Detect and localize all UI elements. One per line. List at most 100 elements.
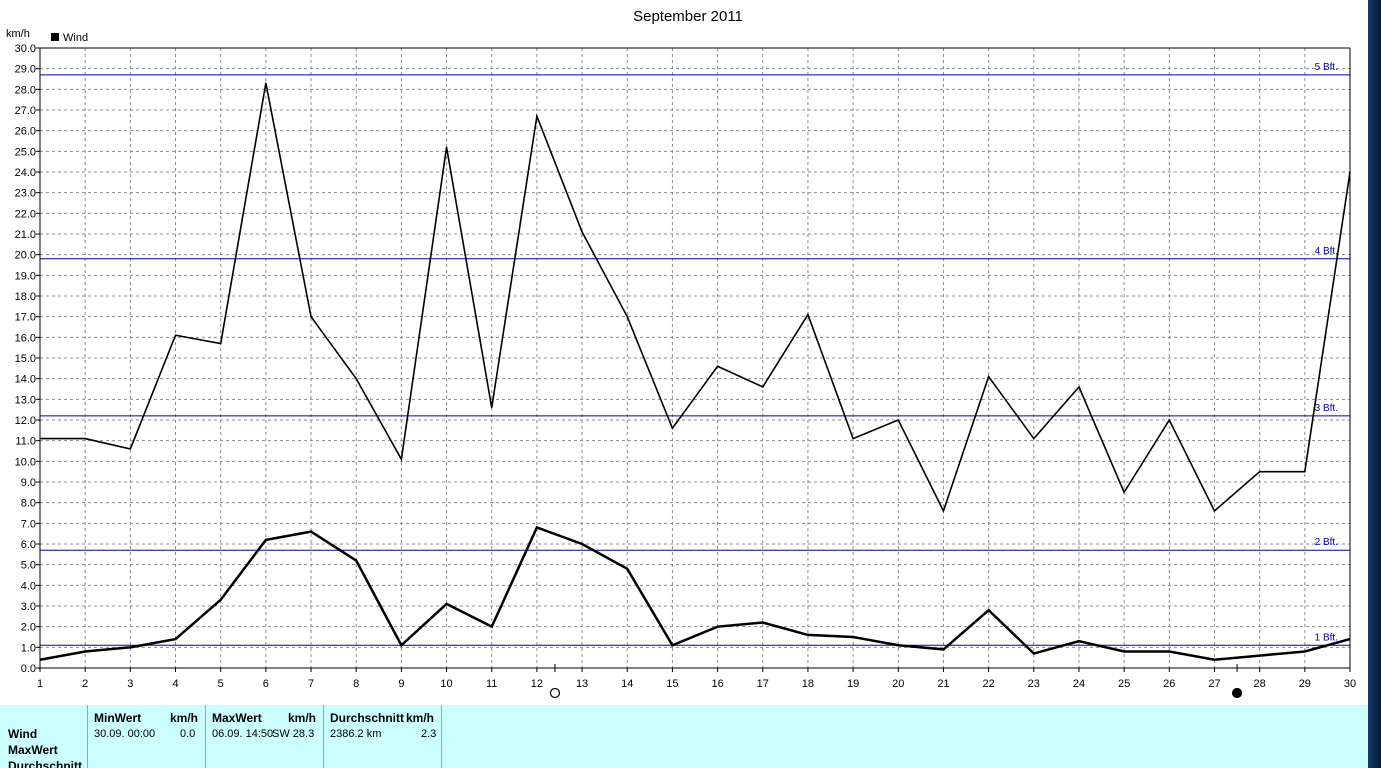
min-datetime: 30.09. 00:00 — [94, 728, 156, 740]
min-header: MinWert — [94, 711, 142, 725]
x-tick-label: 6 — [263, 678, 269, 690]
data-point-max — [1078, 386, 1080, 388]
y-tick-label: 9.0 — [21, 477, 36, 489]
plot-area: 0.01.02.03.04.05.06.07.08.09.010.011.012… — [15, 43, 1356, 699]
y-tick-label: 18.0 — [15, 291, 36, 303]
new-moon-icon — [1231, 687, 1243, 699]
max-datetime: 06.09. 14:50 — [212, 728, 274, 740]
data-point-average — [897, 644, 899, 646]
data-point-average — [1078, 640, 1080, 642]
y-tick-label: 8.0 — [21, 498, 36, 510]
x-tick-label: 27 — [1208, 678, 1220, 690]
data-point-max — [581, 231, 583, 233]
data-point-average — [988, 609, 990, 611]
data-point-average — [1168, 650, 1170, 653]
row-label-maxwert: MaxWert — [8, 743, 58, 757]
data-point-average — [626, 568, 628, 570]
data-point-average — [129, 646, 131, 648]
data-point-average — [1304, 650, 1306, 653]
data-point-average — [445, 603, 448, 605]
data-point-max — [129, 448, 131, 450]
x-tick-label: 17 — [757, 678, 769, 690]
window-edge — [1368, 0, 1381, 768]
data-point-max — [1213, 510, 1216, 512]
y-tick-label: 24.0 — [15, 167, 36, 179]
beaufort-label: 2 Bft. — [1315, 537, 1338, 548]
x-tick-label: 9 — [398, 678, 404, 690]
x-tick-label: 1 — [37, 678, 43, 690]
data-point-average — [581, 543, 583, 545]
min-value: 0.0 — [180, 728, 196, 740]
max-value: SW 28.3 — [272, 728, 315, 740]
beaufort-label: 1 Bft. — [1315, 632, 1338, 643]
x-tick-label: 24 — [1073, 678, 1085, 690]
data-point-average — [400, 644, 402, 646]
x-tick-label: 4 — [172, 678, 178, 690]
data-point-max — [852, 438, 854, 440]
legend-label-wind: Wind — [63, 32, 88, 44]
x-tick-label: 14 — [621, 678, 633, 690]
data-point-average — [355, 559, 357, 562]
chart-svg: September 2011 km/h Wind 0.0 1.0 2.0 3.0 4.0… — [6, 8, 1356, 699]
y-tick-label: 3.0 — [21, 601, 36, 613]
avg-distance: 2386.2 km — [330, 728, 382, 740]
y-tick-label: 7.0 — [21, 518, 36, 530]
data-point-max — [1259, 471, 1261, 473]
x-tick-label: 10 — [440, 678, 452, 690]
x-tick-label: 20 — [892, 678, 904, 690]
data-point-max — [536, 115, 538, 117]
data-point-average — [1123, 650, 1125, 653]
column-separator — [205, 705, 206, 768]
data-point-max — [1123, 491, 1125, 493]
y-tick-label: 1.0 — [21, 642, 36, 654]
y-tick-label: 14.0 — [15, 374, 36, 386]
x-tick-label: 12 — [531, 678, 543, 690]
y-tick-label: 15.0 — [15, 353, 36, 365]
y-tick-label: 20.0 — [15, 250, 36, 262]
data-point-max — [310, 316, 312, 318]
x-tick-label: 18 — [802, 678, 814, 690]
legend-swatch — [51, 33, 59, 41]
data-point-max — [1033, 438, 1035, 440]
wind-chart: September 2011 km/h Wind 0.0 1.0 2.0 3.0 4.0… — [6, 8, 1356, 699]
y-tick-label: 21.0 — [15, 229, 36, 241]
y-tick-label: 11.0 — [15, 436, 36, 448]
x-tick-label: 16 — [711, 678, 723, 690]
data-point-max — [174, 334, 177, 336]
y-tick-label: 23.0 — [15, 188, 36, 200]
y-tick-label: 4.0 — [21, 580, 36, 592]
data-point-max — [626, 316, 628, 318]
data-point-average — [1033, 652, 1035, 655]
data-point-max — [491, 407, 493, 409]
max-unit: km/h — [288, 711, 317, 725]
data-point-max — [716, 365, 719, 367]
series-line-average — [39, 525, 1351, 661]
data-point-max — [445, 146, 448, 148]
data-point-average — [671, 644, 674, 646]
y-axis-unit-label: km/h — [6, 28, 30, 40]
data-point-max — [39, 438, 41, 440]
data-point-max — [988, 376, 990, 378]
x-tick-label: 21 — [937, 678, 949, 690]
y-tick-label: 27.0 — [15, 105, 36, 117]
data-point-average — [1349, 638, 1351, 640]
y-tick-label: 5.0 — [21, 560, 36, 572]
data-point-max — [897, 419, 899, 421]
x-tick-label: 8 — [353, 678, 359, 690]
x-tick-label: 22 — [982, 678, 994, 690]
x-tick-label: 11 — [486, 678, 497, 690]
beaufort-label: 5 Bft. — [1315, 62, 1338, 73]
data-point-average — [762, 621, 764, 624]
data-point-max — [400, 458, 402, 460]
x-tick-label: 28 — [1254, 678, 1266, 690]
y-tick-label: 13.0 — [15, 394, 36, 406]
data-point-average — [84, 650, 86, 653]
y-tick-label: 25.0 — [15, 146, 36, 158]
y-tick-label: 16.0 — [15, 332, 36, 344]
avg-unit: km/h — [406, 711, 435, 725]
y-tick-label: 12.0 — [15, 415, 36, 427]
data-point-max — [671, 427, 674, 429]
beaufort-label: 3 Bft. — [1315, 403, 1338, 414]
y-tick-label: 22.0 — [15, 208, 36, 220]
avg-header: Durchschnitt — [330, 711, 405, 725]
